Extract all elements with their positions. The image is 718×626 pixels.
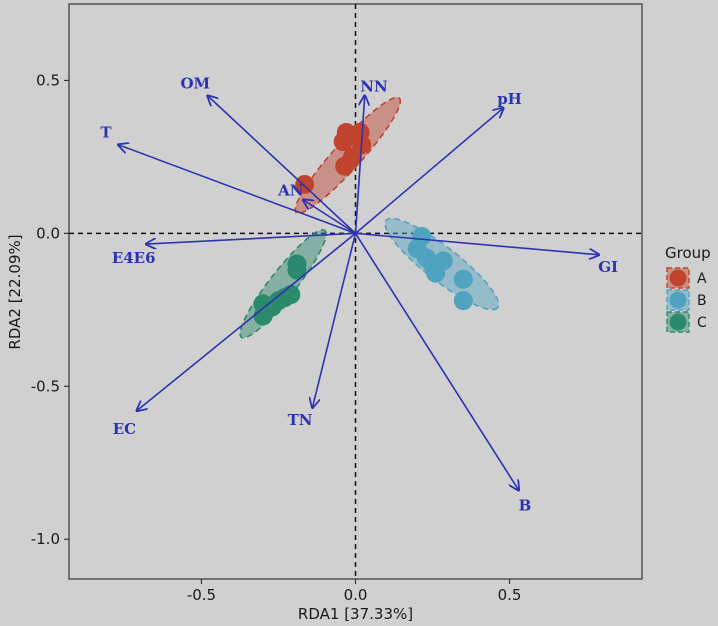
arrow-tn: [312, 233, 357, 407]
arrow-ec: [137, 232, 357, 410]
point-B: [423, 254, 443, 274]
arrow-label-ph: pH: [497, 90, 522, 108]
arrow-gi: [355, 232, 599, 254]
y-tick-label: 0.5: [36, 71, 60, 89]
arrow-e4e6: [146, 232, 356, 244]
legend-point-C: [669, 313, 687, 331]
x-axis-title: RDA1 [37.33%]: [298, 605, 413, 623]
x-tick-label: 0.5: [498, 586, 522, 604]
arrow-t: [118, 145, 356, 235]
point-A: [335, 156, 355, 176]
arrow-label-b: B: [519, 497, 532, 515]
x-tick-label: -0.5: [187, 586, 216, 604]
legend-label-A: A: [697, 271, 707, 287]
arrow-label-e4e6: E4E6: [112, 249, 156, 267]
arrow-b: [354, 232, 519, 490]
point-A: [295, 174, 315, 194]
arrow-om: [208, 96, 357, 234]
arrow-an: [303, 200, 356, 235]
point-C: [262, 297, 282, 317]
point-B: [453, 291, 473, 311]
point-A: [350, 122, 370, 142]
y-tick-label: -1.0: [31, 530, 60, 548]
x-tick-label: 0.0: [344, 586, 368, 604]
arrow-label-an: AN: [277, 182, 304, 200]
arrow-label-tn: TN: [288, 411, 313, 429]
arrow-ph: [354, 108, 504, 234]
legend-label-B: B: [697, 293, 707, 309]
y-tick-label: 0.0: [36, 224, 60, 242]
legend-point-B: [669, 291, 687, 309]
arrow-label-t: T: [100, 123, 112, 141]
legend-point-A: [669, 269, 687, 287]
arrow-label-nn: NN: [360, 78, 388, 96]
y-axis-title: RDA2 [22.09%]: [6, 234, 24, 349]
legend: Group ABC: [665, 244, 711, 333]
y-tick-label: -0.5: [31, 377, 60, 395]
legend-title: Group: [665, 244, 711, 262]
arrow-nn: [354, 96, 365, 234]
legend-label-C: C: [697, 315, 707, 331]
point-C: [287, 254, 307, 274]
arrow-label-ec: EC: [113, 420, 136, 438]
arrow-label-om: OM: [180, 75, 210, 93]
arrow-label-gi: GI: [598, 258, 618, 276]
point-B: [453, 269, 473, 289]
